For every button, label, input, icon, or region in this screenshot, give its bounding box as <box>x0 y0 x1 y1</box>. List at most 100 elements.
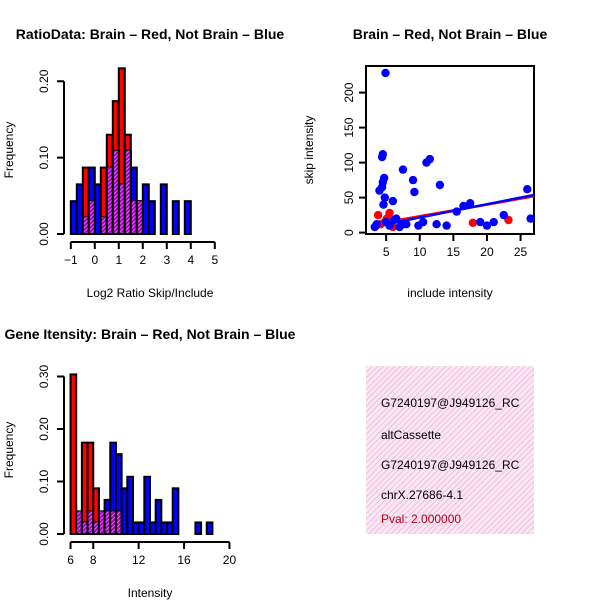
scatter-y-tick-label: 100 <box>342 152 356 172</box>
ratio-x-tick-label: −1 <box>64 253 78 267</box>
scatter-point-not-brain <box>432 220 441 229</box>
intensity-bar-overlap <box>105 511 110 533</box>
scatter-point-not-brain <box>465 199 475 208</box>
intensity-y-tick-label: 0.20 <box>37 417 51 441</box>
scatter-point-not-brain <box>452 207 461 216</box>
intensity-histogram-panel: Gene Itensity: Brain – Red, Not Brain – … <box>2 326 296 600</box>
intensity-x-tick-label: 20 <box>223 553 237 567</box>
scatter-point-not-brain <box>385 221 394 230</box>
intensity-y-tick-label: 0.30 <box>37 364 51 388</box>
ratio-bar-not-brain <box>183 200 192 235</box>
ratio-bar-overlap <box>107 167 112 233</box>
scatter-plot-box <box>365 65 535 235</box>
scatter-axes: 5 10 15 20 25 0 50 100 150 200 <box>342 82 528 259</box>
ratio-bar-overlap <box>119 184 124 233</box>
ratio-histogram-bars <box>69 67 192 236</box>
intensity-bar-not-brain <box>171 487 180 536</box>
scatter-point-not-brain <box>425 154 435 164</box>
scatter-xlabel: include intensity <box>407 286 492 300</box>
scatter-point-not-brain <box>390 215 399 225</box>
ratio-histogram-title: RatioData: Brain – Red, Not Brain – Blue <box>16 26 285 42</box>
scatter-point-not-brain <box>380 193 390 202</box>
scatter-y-tick-label: 200 <box>342 82 356 102</box>
ratio-histogram-ylabel: Frequency <box>2 122 16 179</box>
scatter-x-tick-label: 5 <box>383 245 390 259</box>
intensity-bar-overlap <box>77 511 81 533</box>
scatter-point-not-brain <box>381 68 390 78</box>
scatter-x-tick-label: 20 <box>480 245 494 259</box>
intensity-bar-overlap <box>82 522 87 533</box>
scatter-point-not-brain <box>526 214 535 223</box>
ratio-x-tick-label: 3 <box>163 253 170 267</box>
intensity-y-tick-label: 0.10 <box>37 469 51 493</box>
scatter-x-tick-label: 15 <box>447 245 461 259</box>
scatter-point-not-brain <box>523 185 532 194</box>
intensity-bar-overlap <box>99 511 104 533</box>
scatter-point-not-brain <box>370 222 379 232</box>
scatter-point-not-brain <box>410 187 419 197</box>
scatter-ylabel: skip intensity <box>302 116 316 185</box>
intensity-bar-overlap <box>88 511 93 533</box>
intensity-bar-not-brain <box>194 521 203 536</box>
intensity-bar-overlap <box>94 522 98 533</box>
scatter-panel: Brain – Red, Not Brain – Blue include in… <box>302 26 547 300</box>
scatter-title: Brain – Red, Not Brain – Blue <box>353 26 548 42</box>
scatter-points <box>370 68 535 232</box>
scatter-x-tick-label: 10 <box>413 245 427 259</box>
intensity-histogram-axes: 6 8 12 16 20 0.00 0.10 0.20 0.30 <box>37 364 236 567</box>
scatter-point-not-brain <box>408 175 418 185</box>
intensity-x-tick-label: 6 <box>67 553 74 567</box>
ratio-bar-overlap <box>89 201 94 233</box>
intensity-histogram-bars <box>69 373 214 536</box>
intensity-x-tick-label: 16 <box>177 553 191 567</box>
scatter-point-not-brain <box>418 217 428 227</box>
scatter-point-not-brain <box>398 165 408 174</box>
scatter-point-not-brain <box>388 196 398 206</box>
ratio-x-tick-label: 1 <box>115 253 122 267</box>
info-pvalue: Pval: 2.000000 <box>381 512 462 526</box>
ratio-bar-not-brain <box>147 200 156 235</box>
ratio-histogram-xlabel: Log2 Ratio Skip/Include <box>87 286 214 300</box>
intensity-bar-overlap <box>111 511 115 533</box>
ratio-histogram-axes: −1 0 1 2 3 4 5 0.00 0.10 0.20 <box>37 69 218 267</box>
ratio-x-tick-label: 4 <box>187 253 194 267</box>
ratio-bar-overlap <box>113 150 118 233</box>
scatter-y-tick-label: 50 <box>342 191 356 205</box>
scatter-y-tick-label: 0 <box>342 229 356 236</box>
ratio-x-tick-label: 2 <box>139 253 146 267</box>
scatter-point-not-brain <box>499 210 508 220</box>
scatter-point-brain <box>468 218 478 227</box>
ratio-bar-not-brain <box>159 183 168 235</box>
ratio-x-tick-label: 0 <box>91 253 98 267</box>
scatter-x-tick-label: 25 <box>514 245 528 259</box>
intensity-histogram-title: Gene Itensity: Brain – Red, Not Brain – … <box>5 326 296 342</box>
scatter-y-tick-label: 150 <box>342 117 356 137</box>
scatter-point-not-brain <box>398 220 408 229</box>
intensity-bar-not-brain <box>143 475 152 535</box>
intensity-bar-not-brain <box>154 498 163 535</box>
intensity-y-tick-label: 0.00 <box>37 522 51 546</box>
scatter-point-brain <box>385 208 394 218</box>
scatter-point-not-brain <box>476 217 485 227</box>
scatter-point-not-brain <box>377 152 387 162</box>
ratio-bar-overlap <box>137 201 142 233</box>
intensity-bar-brain <box>69 373 78 535</box>
ratio-bar-overlap <box>131 201 136 233</box>
intensity-bar-not-brain <box>205 521 214 536</box>
intensity-x-tick-label: 12 <box>132 553 146 567</box>
ratio-bar-overlap <box>125 150 130 233</box>
scatter-point-not-brain <box>482 221 492 230</box>
ratio-bar-overlap <box>101 217 106 233</box>
info-event-type: altCassette <box>381 428 442 442</box>
ratio-y-tick-label: 0.20 <box>37 69 51 93</box>
info-location: chrX.27686-4.1 <box>381 488 464 502</box>
ratio-x-tick-label: 5 <box>211 253 218 267</box>
info-gene-id: G7240197@J949126_RC <box>381 396 520 410</box>
scatter-point-not-brain <box>489 217 498 227</box>
intensity-histogram-xlabel: Intensity <box>128 586 173 600</box>
intensity-x-tick-label: 8 <box>90 553 97 567</box>
scatter-point-not-brain <box>442 221 451 230</box>
intensity-histogram-ylabel: Frequency <box>2 422 16 479</box>
scatter-point-not-brain <box>435 180 445 190</box>
